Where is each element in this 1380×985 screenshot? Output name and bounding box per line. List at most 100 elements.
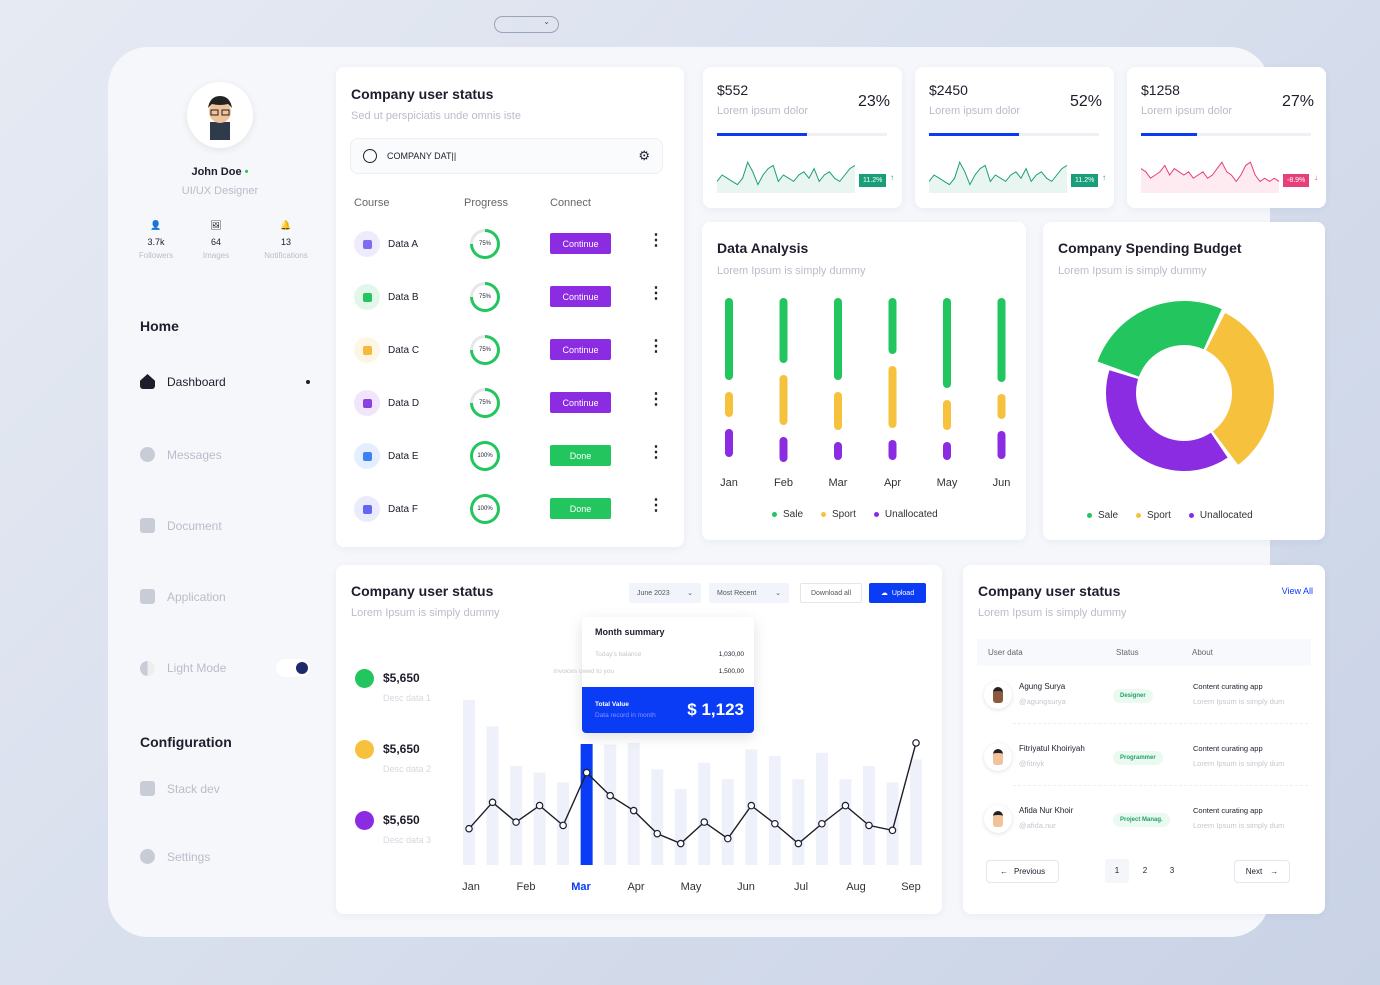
bar-unallocated-apr (888, 440, 897, 460)
stat-label: Lorem ipsum dolor (929, 105, 1021, 117)
background-bar (627, 742, 640, 865)
col-progress: Progress (464, 197, 509, 209)
avatar (984, 805, 1012, 833)
legend-sport: Sport (821, 509, 856, 520)
col-course: Course (354, 197, 390, 209)
sort-select[interactable]: Most Recent ⌄ (709, 583, 789, 603)
view-all-link[interactable]: View All (1281, 586, 1313, 596)
x-tick-label: Jul (794, 881, 808, 893)
sidebar-item-dashboard[interactable]: Dashboard (140, 374, 310, 389)
x-tick-label: Apr (884, 477, 901, 489)
card-title: Company user status (978, 583, 1121, 599)
line-point (582, 768, 591, 777)
line-point (818, 819, 826, 828)
stat-card: $552 Lorem ipsum dolor 23% 11.2% ↑ (703, 67, 902, 208)
sparkline-path (1141, 161, 1279, 183)
layers-icon (140, 781, 155, 796)
done-button[interactable]: Done (550, 498, 611, 519)
background-bar (862, 766, 875, 865)
half-circle-icon (140, 660, 155, 676)
arrow-down-icon: ↓ (1314, 173, 1318, 182)
bar-sport-jan (725, 392, 733, 417)
total-value-panel: Total Value Data record in month $ 1,123 (582, 687, 754, 733)
done-button[interactable]: Done (550, 445, 611, 466)
page-2[interactable]: 2 (1142, 866, 1148, 875)
bar-unallocated-jun (997, 431, 1006, 459)
avatar[interactable] (187, 82, 253, 148)
continue-button[interactable]: Continue (550, 286, 611, 307)
next-button[interactable]: Next → (1234, 860, 1290, 883)
continue-button[interactable]: Continue (550, 233, 611, 254)
background-bar (463, 700, 475, 865)
background-bar (886, 782, 899, 865)
stat-notifications[interactable]: 🔔 13 Notifications (246, 220, 326, 260)
course-name: Data B (388, 292, 419, 303)
stat-card: $1258 Lorem ipsum dolor 27% -8.9% ↓ (1127, 67, 1326, 208)
background-bar (674, 789, 687, 865)
continue-button[interactable]: Continue (550, 339, 611, 360)
course-icon (354, 390, 380, 416)
upload-button[interactable]: ☁ Upload (869, 583, 926, 603)
more-options-icon[interactable]: ⋮ (648, 285, 664, 302)
x-tick-label: Feb (774, 477, 793, 489)
course-icon (354, 443, 380, 469)
progress-ring: 75% (470, 229, 500, 259)
sparkline (1141, 161, 1279, 193)
stat-amount: $1258 (1141, 82, 1180, 98)
download-all-button[interactable]: Download all (800, 583, 862, 603)
stat-images[interactable]: 🖼 64 Images (186, 220, 246, 260)
x-tick-label: Mar (571, 881, 591, 893)
page-1[interactable]: 1 (1105, 859, 1129, 883)
donut-slice-sport (1205, 312, 1274, 465)
month-summary-tooltip: Month summary Today's balance 1,030,00 I… (553, 617, 754, 733)
bar-unallocated-mar (834, 442, 842, 460)
more-options-icon[interactable]: ⋮ (648, 497, 664, 514)
more-options-icon[interactable]: ⋮ (648, 232, 664, 249)
bar-sale-feb (779, 298, 788, 363)
month-select[interactable]: June 2023 ⌄ (629, 583, 701, 603)
bar-sale-jan (725, 298, 733, 380)
line-point (912, 739, 920, 747)
x-tick-label: Mar (829, 477, 848, 489)
background-bar (910, 759, 922, 865)
stat-followers[interactable]: 👤 3.7k Followers (126, 220, 186, 260)
progress-ring: 75% (470, 388, 500, 418)
background-bar (768, 756, 781, 865)
continue-button[interactable]: Continue (550, 392, 611, 413)
line-point (606, 791, 614, 800)
sparkline (929, 160, 1067, 193)
light-mode-toggle[interactable] (276, 659, 310, 677)
sidebar-item-settings[interactable]: Settings (140, 849, 210, 864)
page-3[interactable]: 3 (1169, 866, 1175, 875)
message-icon (140, 447, 155, 462)
color-dot (355, 740, 374, 759)
stat-label: Lorem ipsum dolor (717, 105, 809, 117)
status-badge: Project Manag. (1113, 813, 1170, 827)
line-point (465, 824, 473, 833)
line-point (700, 818, 709, 826)
card-title: Company user status (351, 86, 494, 102)
previous-button[interactable]: ← Previous (986, 860, 1059, 883)
sidebar-item-document[interactable]: Document (140, 518, 222, 533)
line-point (771, 819, 779, 828)
sidebar-item-messages[interactable]: Messages (140, 447, 222, 462)
filter-icon[interactable]: ⚙ (638, 148, 650, 163)
x-tick-label: Jan (720, 477, 738, 489)
bar-unallocated-jan (725, 429, 733, 457)
more-options-icon[interactable]: ⋮ (648, 391, 664, 408)
search-input[interactable]: COMPANY DAT|| ⚙ (350, 138, 663, 174)
line-point (629, 806, 638, 815)
line-point (512, 818, 520, 826)
sidebar-item-application[interactable]: Application (140, 589, 226, 604)
change-badge: 11.2% (859, 174, 887, 187)
progress-ring: 75% (470, 282, 500, 312)
chevron-down-icon: ⌄ (687, 590, 693, 597)
progress-ring: 100% (470, 441, 500, 471)
status-badge: Programmer (1113, 751, 1163, 765)
more-options-icon[interactable]: ⋮ (648, 338, 664, 355)
more-options-icon[interactable]: ⋮ (648, 444, 664, 461)
summary-card: Company user status Lorem Ipsum is simpl… (336, 565, 942, 914)
stat-amount: $552 (717, 82, 749, 98)
sidebar-item-stack-dev[interactable]: Stack dev (140, 781, 220, 796)
top-dropdown[interactable]: ⌄ (494, 16, 559, 33)
